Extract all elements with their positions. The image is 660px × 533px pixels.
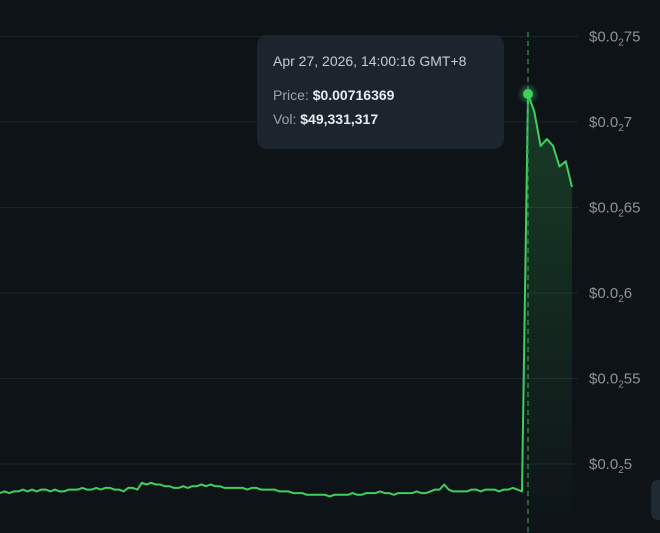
crosshair: [517, 32, 539, 533]
price-tooltip: Apr 27, 2026, 14:00:16 GMT+8 Price: $0.0…: [257, 35, 504, 149]
y-axis-labels: $0.0275 $0.027 $0.0265 $0.026 $0.0255 $0.025: [589, 29, 640, 477]
y-tick-label: $0.026: [589, 285, 632, 305]
y-tick-label: $0.025: [589, 456, 632, 476]
tooltip-volume-label: Vol:: [273, 111, 297, 127]
y-tick-label: $0.0255: [589, 371, 640, 391]
scroll-handle[interactable]: [651, 480, 660, 520]
hover-point: [523, 89, 533, 100]
tooltip-price-value: $0.00716369: [312, 87, 395, 103]
price-series: [0, 93, 573, 533]
y-tick-label: $0.027: [589, 114, 632, 134]
price-line: [0, 93, 573, 498]
tooltip-price-row: Price: $0.00716369: [273, 87, 488, 103]
y-tick-label: $0.0275: [589, 29, 640, 49]
tooltip-price-label: Price:: [273, 87, 309, 103]
y-tick-label: $0.0265: [589, 200, 640, 220]
price-area-fill: [522, 94, 572, 533]
tooltip-volume-value: $49,331,317: [300, 111, 379, 127]
tooltip-volume-row: Vol: $49,331,317: [273, 111, 488, 127]
tooltip-timestamp: Apr 27, 2026, 14:00:16 GMT+8: [273, 53, 467, 69]
